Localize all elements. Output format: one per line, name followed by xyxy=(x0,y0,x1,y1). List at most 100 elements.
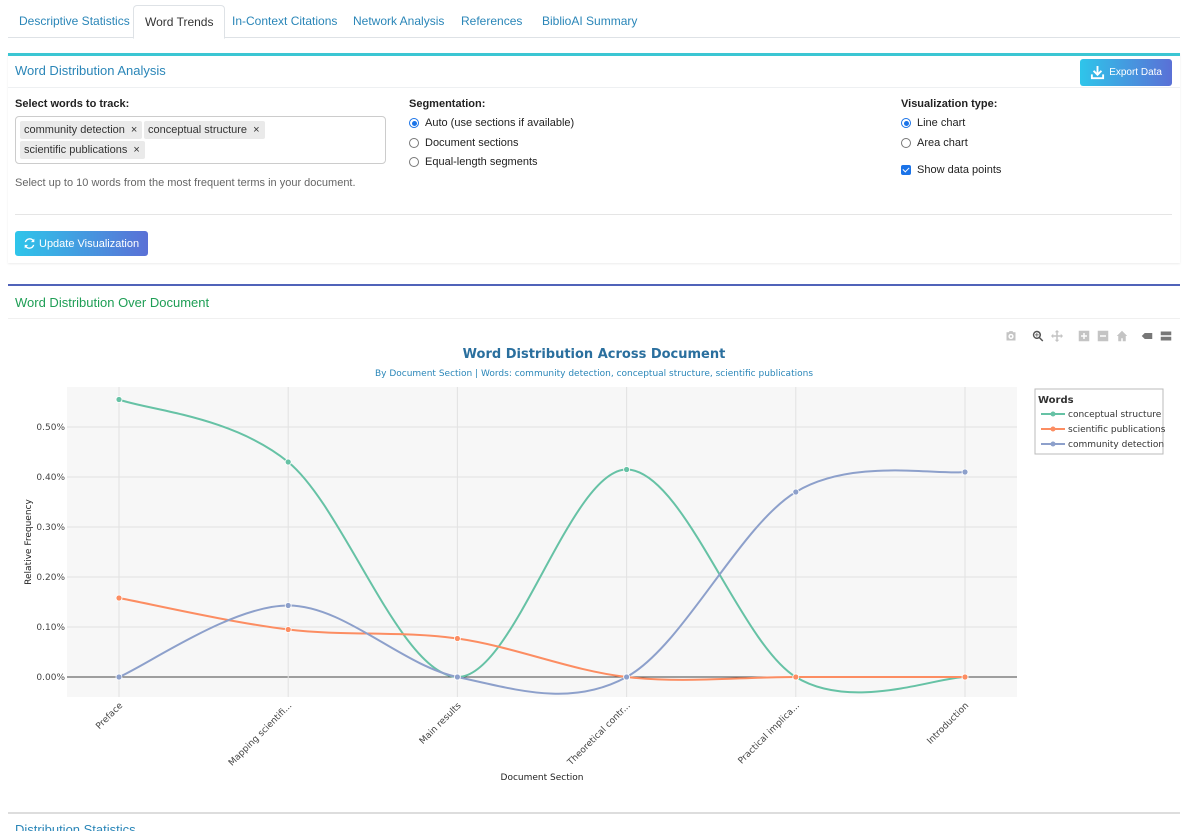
data-point-conceptual-structure[interactable] xyxy=(623,466,630,473)
data-point-community-detection[interactable] xyxy=(115,673,123,681)
show-data-points-checkbox[interactable] xyxy=(901,165,911,175)
x-tick-label: Main results xyxy=(418,701,464,747)
data-point-conceptual-structure[interactable] xyxy=(115,396,123,403)
chart-gridlines xyxy=(67,387,1017,697)
legend-label-community-detection[interactable]: community detection xyxy=(1068,440,1164,450)
home-icon[interactable] xyxy=(1114,328,1130,344)
tab-biblioai-summary[interactable]: BiblioAI Summary xyxy=(542,14,638,28)
data-point-scientific-publications[interactable] xyxy=(115,594,123,602)
word-chip: conceptual structure × xyxy=(144,121,265,139)
zoom-out-icon[interactable] xyxy=(1095,328,1111,344)
radio-button[interactable] xyxy=(409,138,419,148)
chart-x-ticks: Preface Mapping scientifi... Main results T… xyxy=(94,701,971,769)
x-tick-label: Mapping scientifi... xyxy=(227,701,294,768)
data-point-community-detection[interactable] xyxy=(623,673,630,681)
radio-label: Auto (use sections if available) xyxy=(425,117,575,129)
panel-header: Word Distribution Over Document xyxy=(8,286,1180,319)
segmentation-option-sections[interactable]: Document sections xyxy=(409,137,519,149)
viz-option-area[interactable]: Area chart xyxy=(901,137,968,149)
radio-label: Area chart xyxy=(917,137,968,149)
word-chip: scientific publications × xyxy=(20,141,145,159)
data-point-community-detection[interactable] xyxy=(961,468,969,476)
tab-references[interactable]: References xyxy=(461,14,523,28)
remove-word-button[interactable]: × xyxy=(130,124,138,136)
panel-header: Word Distribution Analysis Export Data xyxy=(8,56,1180,88)
y-tick-label: 0.40% xyxy=(36,473,65,483)
segmentation-option-auto[interactable]: Auto (use sections if available) xyxy=(409,117,574,129)
chart-modebar xyxy=(1003,328,1177,344)
spike-lines-icon[interactable] xyxy=(1139,328,1155,344)
tab-word-trends[interactable]: Word Trends xyxy=(133,5,226,39)
radio-label: Equal-length segments xyxy=(425,156,538,168)
data-point-conceptual-structure[interactable] xyxy=(284,458,292,466)
y-axis-label: Relative Frequency xyxy=(24,499,34,585)
checkbox-label: Show data points xyxy=(917,164,1002,176)
x-tick-label: Introduction xyxy=(926,701,972,747)
show-data-points-option[interactable]: Show data points xyxy=(901,164,1001,176)
panel-title: Word Distribution Analysis xyxy=(15,63,166,78)
legend-marker-scientific-publications xyxy=(1050,426,1056,432)
data-point-scientific-publications[interactable] xyxy=(792,673,800,681)
data-point-scientific-publications[interactable] xyxy=(961,673,969,681)
legend-marker-community-detection xyxy=(1050,441,1056,447)
remove-word-button[interactable]: × xyxy=(133,144,140,156)
y-tick-label: 0.10% xyxy=(36,623,65,633)
word-distribution-analysis-panel: Word Distribution Analysis Export Data S… xyxy=(8,53,1180,263)
tab-bar: Descriptive Statistics Word Trends In-Co… xyxy=(8,5,1180,39)
word-distribution-chart-panel: Word Distribution Over Document 0.00% 0.1… xyxy=(8,284,1180,796)
data-point-community-detection[interactable] xyxy=(453,673,461,681)
y-tick-label: 0.50% xyxy=(36,423,65,433)
legend-marker-conceptual-structure xyxy=(1050,411,1056,417)
panel-title: Word Distribution Over Document xyxy=(15,295,210,310)
update-visualization-label: Update Visualization xyxy=(39,237,140,250)
words-help-text: Select up to 10 words from the most freq… xyxy=(15,177,356,189)
panel-title: Distribution Statistics xyxy=(15,822,136,831)
data-point-scientific-publications[interactable] xyxy=(284,626,292,633)
pan-icon[interactable] xyxy=(1049,328,1065,344)
export-data-button[interactable]: Export Data xyxy=(1080,59,1172,86)
legend-label-scientific-publications[interactable]: scientific publications xyxy=(1068,425,1166,435)
radio-button[interactable] xyxy=(409,157,419,167)
tab-descriptive-statistics[interactable]: Descriptive Statistics xyxy=(19,14,130,28)
plot-background xyxy=(67,387,1017,697)
remove-word-button[interactable]: × xyxy=(253,124,260,136)
y-tick-label: 0.00% xyxy=(36,673,65,683)
viz-option-line[interactable]: Line chart xyxy=(901,117,965,129)
camera-icon[interactable] xyxy=(1003,328,1019,344)
data-point-scientific-publications[interactable] xyxy=(453,635,461,642)
radio-button[interactable] xyxy=(901,118,911,128)
words-label: Select words to track: xyxy=(15,98,130,110)
words-select-input[interactable]: community detection × conceptual structur… xyxy=(15,116,386,164)
legend-title: Words xyxy=(1038,395,1074,406)
radio-button[interactable] xyxy=(901,138,911,148)
segmentation-label: Segmentation: xyxy=(409,98,486,110)
legend-label-conceptual-structure[interactable]: conceptual structure xyxy=(1068,410,1162,420)
update-visualization-button[interactable]: Update Visualization xyxy=(15,231,149,256)
radio-button[interactable] xyxy=(409,118,419,128)
tab-network-analysis[interactable]: Network Analysis xyxy=(353,14,445,28)
data-point-community-detection[interactable] xyxy=(284,602,292,609)
radio-label: Document sections xyxy=(425,137,519,149)
tab-in-context-citations[interactable]: In-Context Citations xyxy=(232,14,338,28)
viz-type-label: Visualization type: xyxy=(901,98,998,110)
word-distribution-chart: 0.00% 0.10% 0.20% 0.30% 0.40% 0.50% Preface Ma… xyxy=(24,347,1166,781)
series-line-scientific-publications xyxy=(118,597,965,681)
export-data-label: Export Data xyxy=(1109,67,1162,78)
download-icon xyxy=(1091,65,1105,80)
word-chip: community detection × xyxy=(20,121,143,139)
x-axis-label: Document Section xyxy=(501,773,584,781)
x-tick-label: Preface xyxy=(94,701,125,732)
data-point-community-detection[interactable] xyxy=(792,488,800,496)
segmentation-option-equal[interactable]: Equal-length segments xyxy=(409,156,538,168)
zoom-in-icon[interactable] xyxy=(1076,328,1092,344)
distribution-statistics-panel: Distribution Statistics xyxy=(8,812,1180,831)
chart-series xyxy=(115,396,969,695)
compare-hover-icon[interactable] xyxy=(1158,328,1174,344)
zoom-icon[interactable] xyxy=(1030,328,1046,344)
y-tick-label: 0.20% xyxy=(36,573,65,583)
series-line-community-detection xyxy=(118,469,966,695)
word-chip-label: community detection xyxy=(24,124,125,136)
radio-label: Line chart xyxy=(917,117,966,129)
chart-title: Word Distribution Across Document xyxy=(463,347,726,362)
x-tick-label: Practical implica... xyxy=(737,701,802,766)
